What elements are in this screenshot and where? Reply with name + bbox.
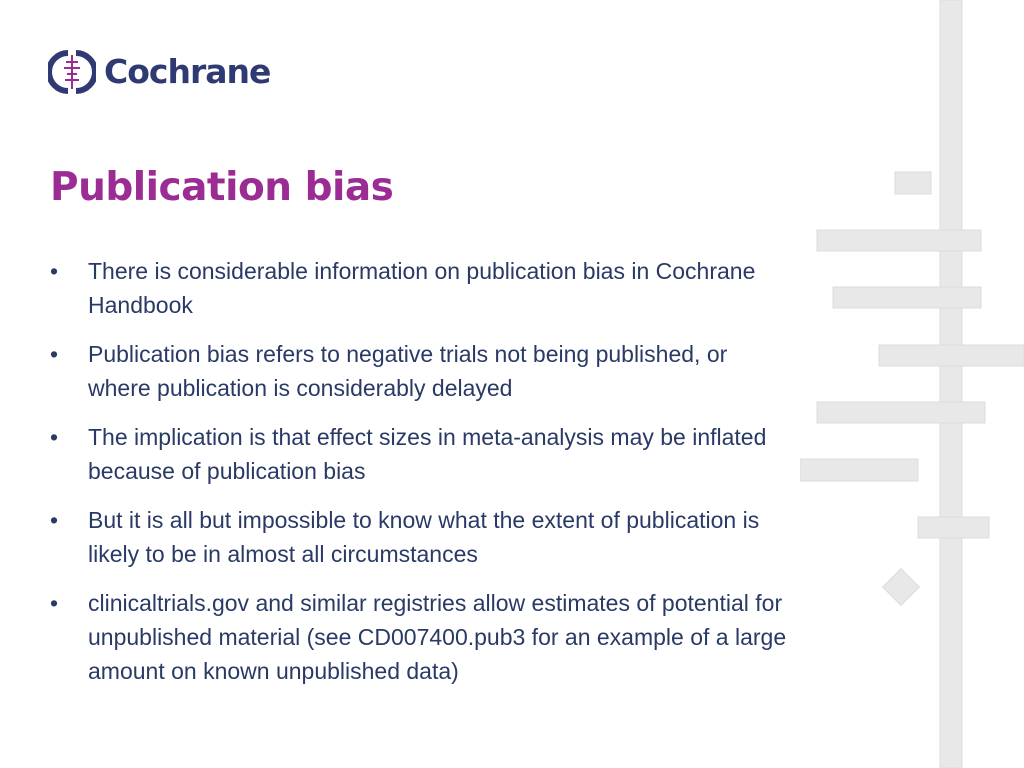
cochrane-logo: Cochrane bbox=[48, 48, 271, 96]
bullet-item: • But it is all but impossible to know wh… bbox=[50, 503, 795, 571]
bullet-marker: • bbox=[50, 258, 59, 284]
bullet-item: • The implication is that effect sizes in… bbox=[50, 420, 795, 488]
bullet-list: • There is considerable information on pu… bbox=[50, 254, 795, 703]
decorative-bars bbox=[800, 0, 1024, 768]
bullet-marker: • bbox=[50, 424, 59, 450]
cochrane-logo-icon bbox=[48, 50, 96, 94]
bullet-marker: • bbox=[50, 507, 59, 533]
bullet-item: • clinicaltrials.gov and similar registri… bbox=[50, 586, 795, 688]
bullet-text: Publication bias refers to negative tria… bbox=[88, 341, 728, 401]
bullet-marker: • bbox=[50, 341, 59, 367]
bullet-marker: • bbox=[50, 590, 59, 616]
bullet-item: • Publication bias refers to negative tri… bbox=[50, 337, 795, 405]
bullet-text: The implication is that effect sizes in … bbox=[88, 424, 767, 484]
bullet-text: But it is all but impossible to know wha… bbox=[88, 507, 760, 567]
bullet-text: There is considerable information on pub… bbox=[88, 258, 756, 318]
brand-name: Cochrane bbox=[104, 52, 271, 91]
bullet-item: • There is considerable information on pu… bbox=[50, 254, 795, 322]
slide-title: Publication bias bbox=[50, 165, 394, 210]
bullet-text: clinicaltrials.gov and similar registrie… bbox=[88, 590, 787, 684]
